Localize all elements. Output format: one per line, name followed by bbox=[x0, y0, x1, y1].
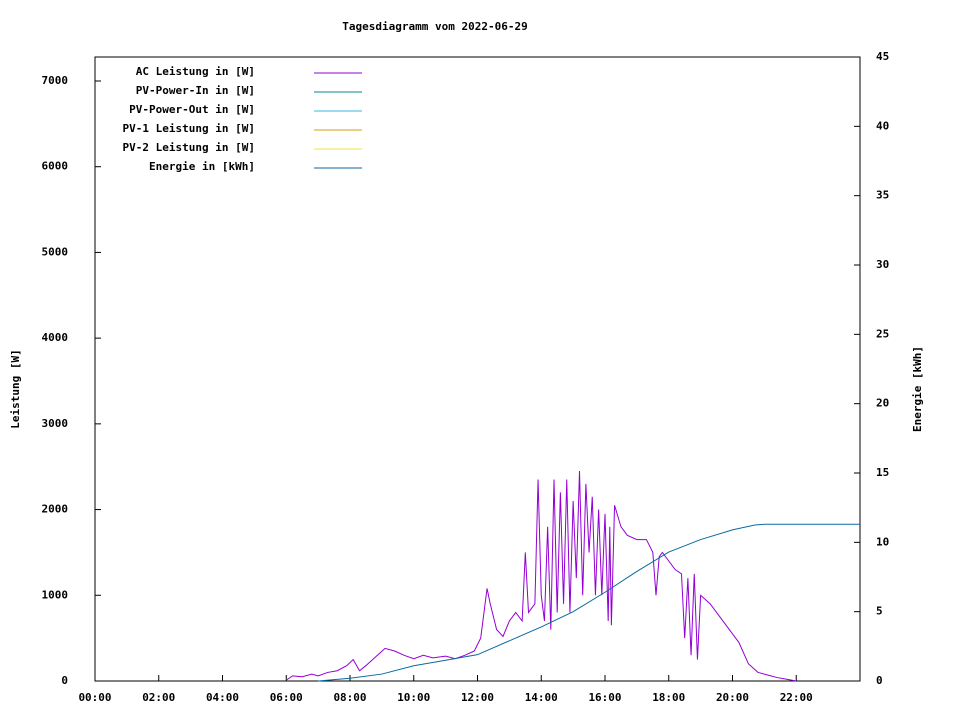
y2-tick-label: 45 bbox=[876, 50, 889, 63]
y-tick-label: 2000 bbox=[42, 503, 69, 516]
x-tick-label: 00:00 bbox=[78, 691, 111, 704]
chart-title: Tagesdiagramm vom 2022-06-29 bbox=[342, 20, 527, 33]
y-tick-label: 3000 bbox=[42, 417, 69, 430]
x-tick-label: 18:00 bbox=[652, 691, 685, 704]
x-tick-label: 14:00 bbox=[525, 691, 558, 704]
legend-label: PV-1 Leistung in [W] bbox=[123, 122, 255, 135]
y-tick-label: 7000 bbox=[42, 74, 69, 87]
legend-label: PV-2 Leistung in [W] bbox=[123, 141, 255, 154]
y-tick-label: 1000 bbox=[42, 588, 69, 601]
y2-tick-label: 10 bbox=[876, 535, 889, 548]
y2-tick-label: 0 bbox=[876, 674, 883, 687]
y-axis-label: Leistung [W] bbox=[9, 349, 22, 428]
y2-tick-label: 40 bbox=[876, 119, 889, 132]
y2-tick-label: 30 bbox=[876, 258, 889, 271]
x-tick-label: 06:00 bbox=[270, 691, 303, 704]
y2-tick-label: 20 bbox=[876, 397, 889, 410]
y-tick-label: 0 bbox=[61, 674, 68, 687]
x-tick-label: 08:00 bbox=[333, 691, 366, 704]
x-tick-label: 16:00 bbox=[588, 691, 621, 704]
y2-tick-label: 35 bbox=[876, 189, 889, 202]
x-tick-label: 20:00 bbox=[716, 691, 749, 704]
x-tick-label: 12:00 bbox=[461, 691, 494, 704]
data-line bbox=[285, 470, 797, 682]
legend-label: PV-Power-Out in [W] bbox=[129, 103, 255, 116]
y2-tick-label: 5 bbox=[876, 605, 883, 618]
x-tick-label: 22:00 bbox=[780, 691, 813, 704]
y2-tick-label: 15 bbox=[876, 466, 889, 479]
legend-label: Energie in [kWh] bbox=[149, 160, 255, 173]
x-tick-label: 04:00 bbox=[206, 691, 239, 704]
y2-tick-label: 25 bbox=[876, 327, 889, 340]
y-tick-label: 6000 bbox=[42, 160, 69, 173]
x-tick-label: 10:00 bbox=[397, 691, 430, 704]
y-tick-label: 4000 bbox=[42, 331, 69, 344]
x-tick-label: 02:00 bbox=[142, 691, 175, 704]
y-tick-label: 5000 bbox=[42, 245, 69, 258]
legend-label: PV-Power-In in [W] bbox=[136, 84, 255, 97]
y2-axis-label: Energie [kWh] bbox=[911, 346, 924, 432]
data-line bbox=[318, 523, 860, 682]
legend-label: AC Leistung in [W] bbox=[136, 65, 255, 78]
